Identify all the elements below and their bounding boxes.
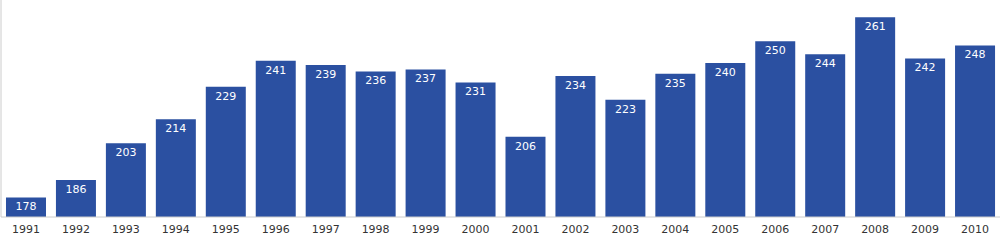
svg-text:1995: 1995 [212, 223, 240, 236]
svg-text:1996: 1996 [262, 223, 290, 236]
svg-text:2008: 2008 [861, 223, 889, 236]
svg-text:231: 231 [465, 85, 486, 98]
svg-text:2003: 2003 [611, 223, 639, 236]
svg-text:2007: 2007 [811, 223, 839, 236]
svg-text:1992: 1992 [62, 223, 90, 236]
svg-text:214: 214 [165, 122, 186, 135]
svg-text:237: 237 [415, 72, 436, 85]
svg-text:261: 261 [865, 20, 886, 33]
svg-text:229: 229 [215, 90, 236, 103]
svg-text:236: 236 [365, 74, 386, 87]
svg-text:223: 223 [615, 103, 636, 116]
svg-text:206: 206 [515, 140, 536, 153]
svg-text:1997: 1997 [312, 223, 340, 236]
svg-text:2006: 2006 [761, 223, 789, 236]
svg-text:2000: 2000 [462, 223, 490, 236]
svg-text:186: 186 [65, 183, 86, 196]
svg-text:2010: 2010 [961, 223, 989, 236]
svg-text:1999: 1999 [412, 223, 440, 236]
svg-text:250: 250 [765, 44, 786, 57]
svg-text:2004: 2004 [661, 223, 689, 236]
svg-text:239: 239 [315, 68, 336, 81]
svg-text:234: 234 [565, 79, 586, 92]
svg-text:178: 178 [15, 200, 36, 213]
svg-text:1991: 1991 [12, 223, 40, 236]
svg-text:248: 248 [965, 48, 986, 61]
svg-text:242: 242 [915, 61, 936, 74]
svg-text:1998: 1998 [362, 223, 390, 236]
svg-text:2002: 2002 [561, 223, 589, 236]
svg-text:240: 240 [715, 66, 736, 79]
svg-text:244: 244 [815, 57, 836, 70]
svg-text:241: 241 [265, 64, 286, 77]
svg-text:203: 203 [115, 146, 136, 159]
svg-text:2009: 2009 [911, 223, 939, 236]
svg-text:2005: 2005 [711, 223, 739, 236]
svg-text:2001: 2001 [511, 223, 539, 236]
svg-text:235: 235 [665, 77, 686, 90]
svg-text:1994: 1994 [162, 223, 190, 236]
svg-text:1993: 1993 [112, 223, 140, 236]
